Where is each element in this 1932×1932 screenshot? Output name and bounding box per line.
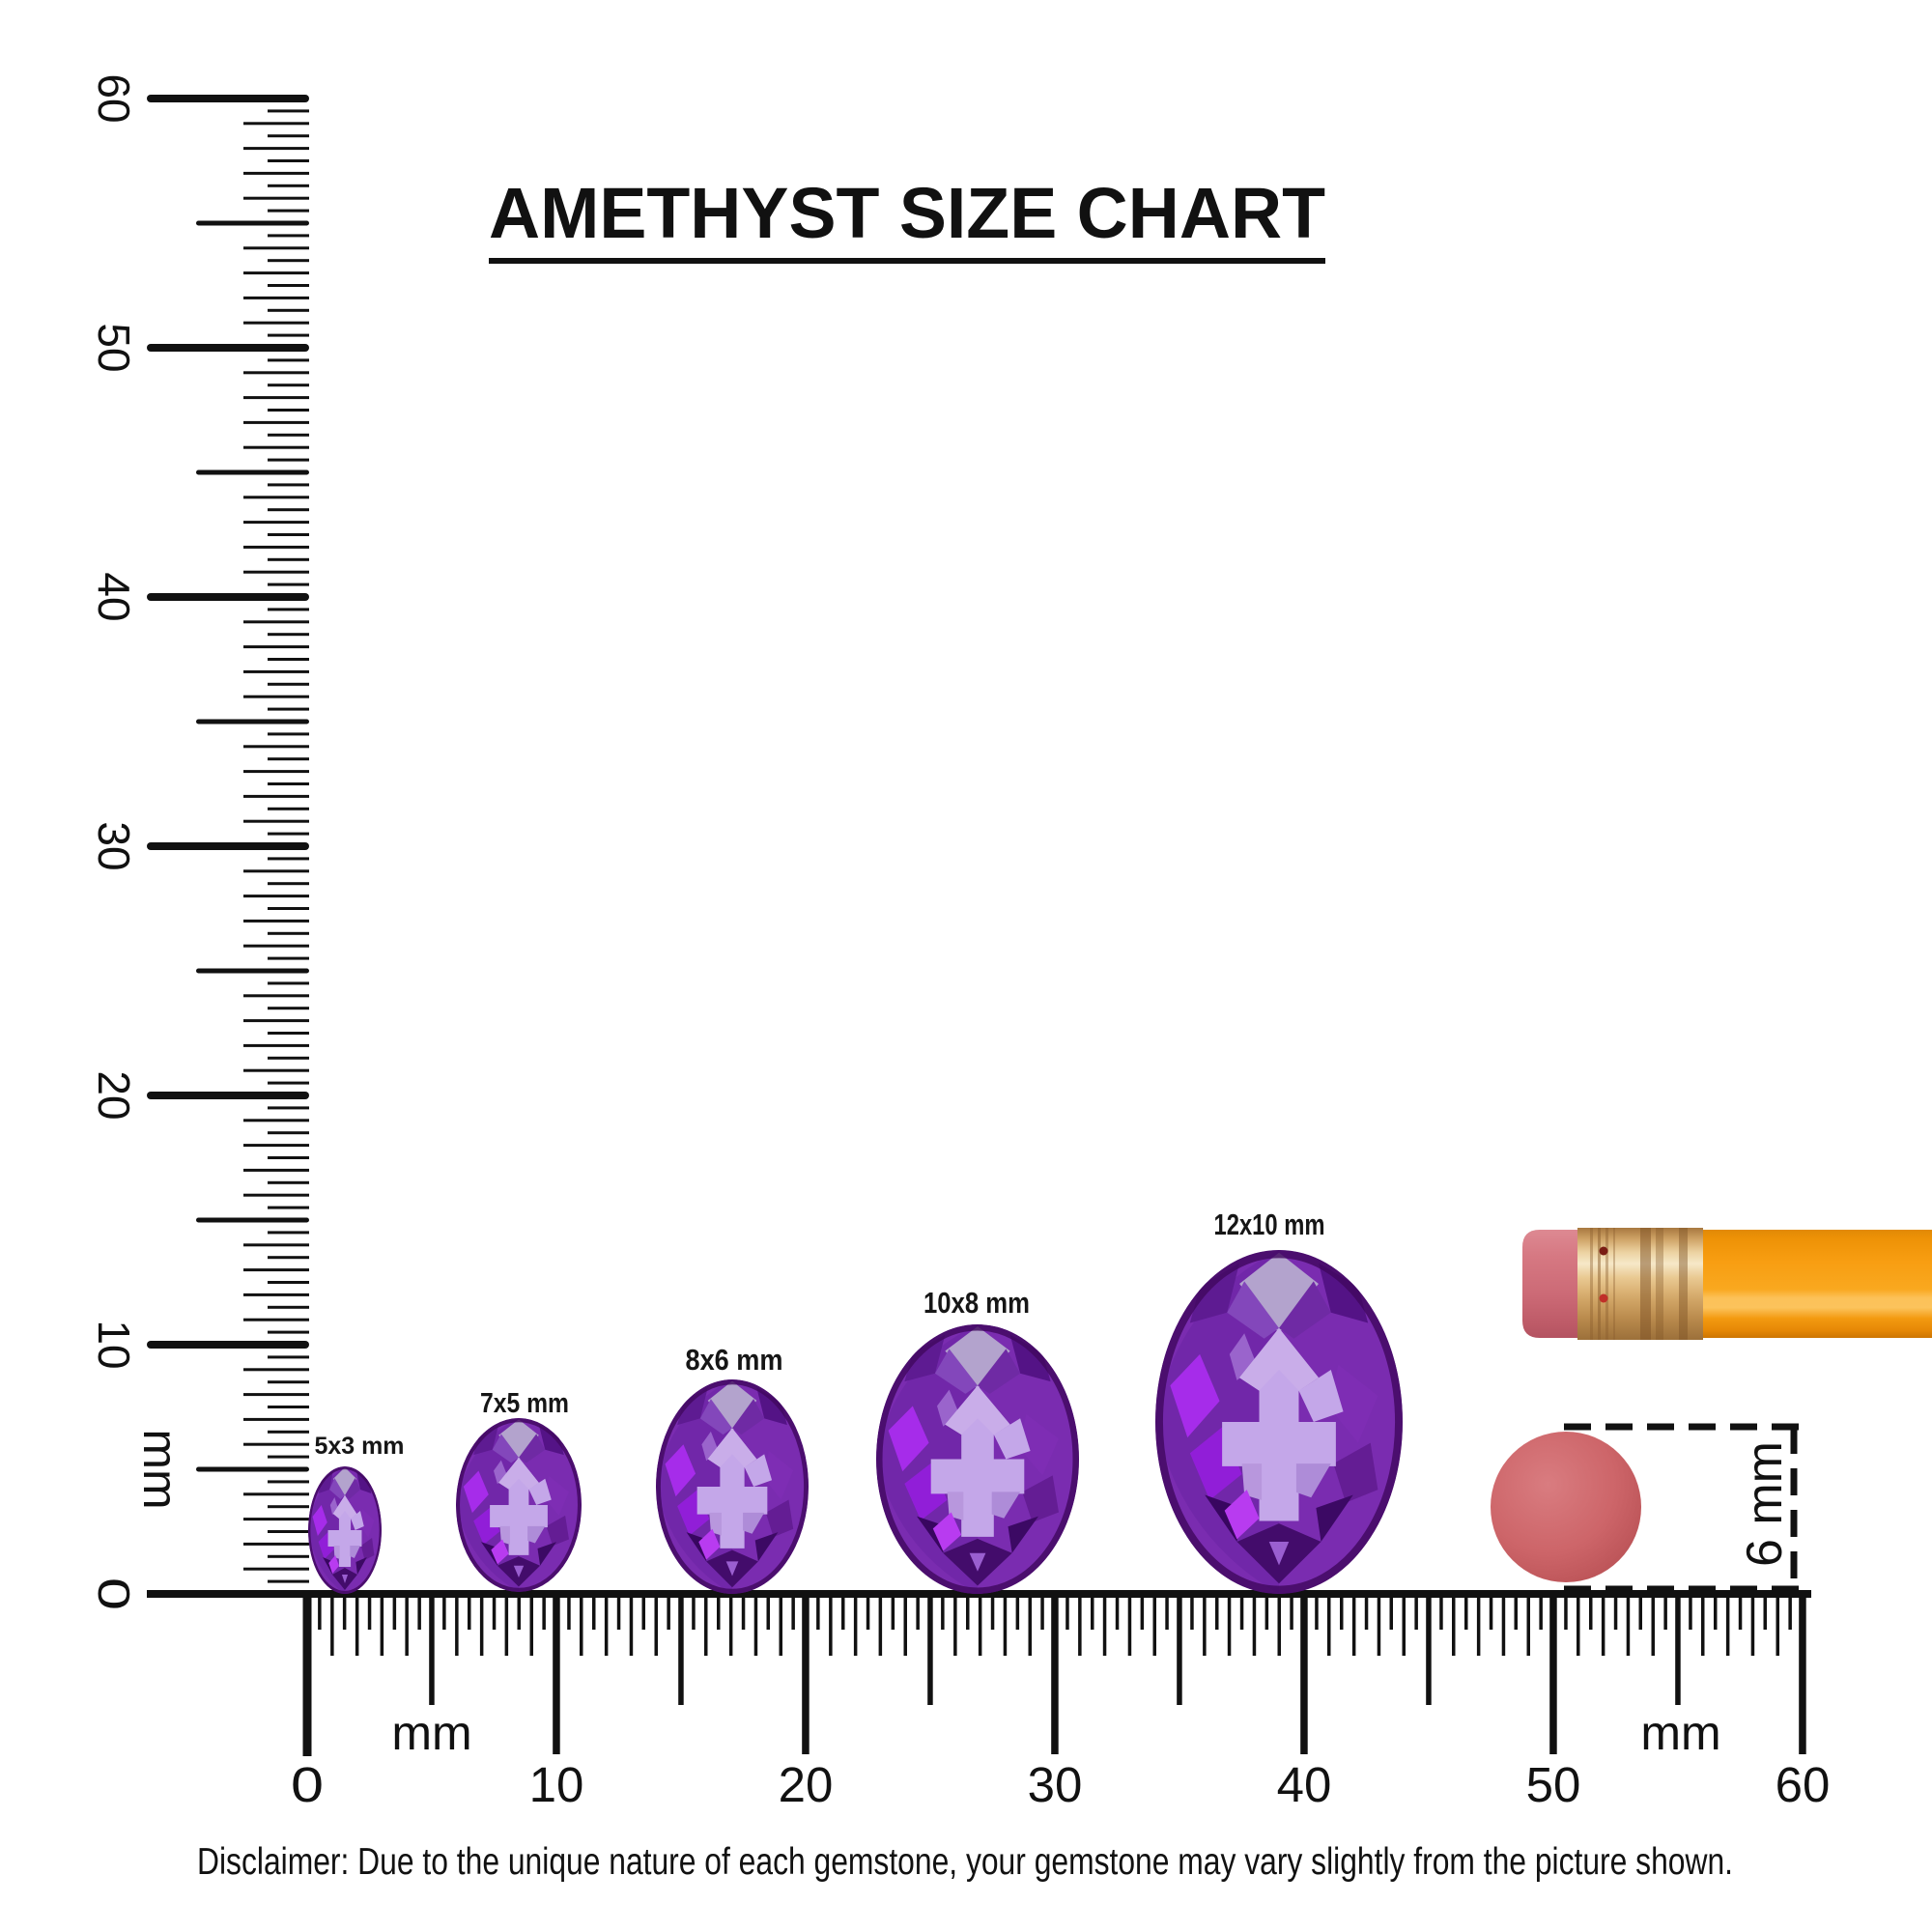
svg-text:Disclaimer: Due to the unique: Disclaimer: Due to the unique nature of … (197, 1841, 1733, 1883)
svg-text:mm: mm (391, 1706, 471, 1760)
svg-text:10: 10 (89, 1320, 139, 1369)
svg-text:0: 0 (89, 1577, 139, 1610)
svg-text:60: 60 (1776, 1757, 1831, 1812)
svg-text:30: 30 (89, 821, 139, 870)
svg-text:mm: mm (133, 1429, 187, 1509)
svg-text:30: 30 (1028, 1757, 1083, 1812)
svg-text:6 mm: 6 mm (1737, 1441, 1793, 1567)
svg-text:20: 20 (779, 1757, 834, 1812)
svg-text:40: 40 (1277, 1757, 1332, 1812)
svg-text:5x3 mm: 5x3 mm (315, 1433, 405, 1460)
svg-text:AMETHYST SIZE CHART: AMETHYST SIZE CHART (489, 173, 1325, 253)
svg-text:20: 20 (89, 1070, 139, 1120)
svg-text:40: 40 (89, 572, 139, 621)
svg-text:8x6 mm: 8x6 mm (686, 1343, 783, 1377)
svg-text:7x5 mm: 7x5 mm (480, 1388, 569, 1419)
svg-text:mm: mm (1640, 1706, 1720, 1760)
svg-text:10x8 mm: 10x8 mm (923, 1286, 1030, 1320)
svg-text:50: 50 (89, 323, 139, 372)
svg-text:0: 0 (291, 1757, 324, 1812)
svg-text:12x10 mm: 12x10 mm (1214, 1208, 1325, 1241)
svg-text:10: 10 (529, 1757, 584, 1812)
svg-text:60: 60 (89, 73, 139, 123)
svg-text:50: 50 (1526, 1757, 1581, 1812)
